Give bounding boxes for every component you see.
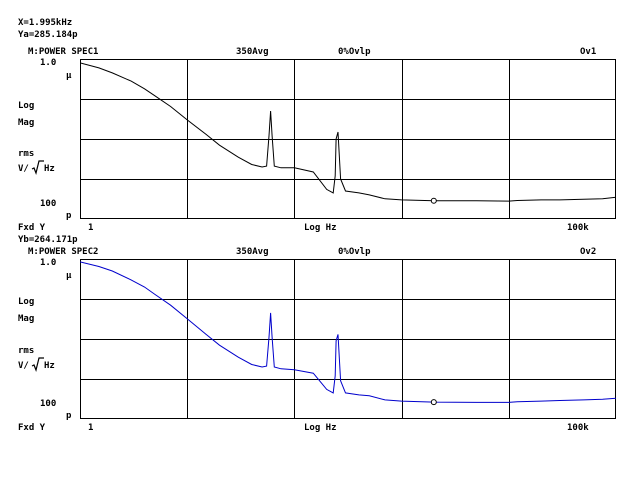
trace-2-overlap: 0%Ovlp bbox=[338, 247, 371, 257]
cursor-x-readout: X=1.995kHz bbox=[18, 18, 73, 28]
cursor-marker-1 bbox=[430, 197, 437, 204]
trace-1-x-end: 100k bbox=[567, 223, 589, 233]
cursor-yb-readout: Yb=264.171p bbox=[18, 235, 78, 245]
trace-2-overload: Ov2 bbox=[580, 247, 597, 257]
trace-1-unit-hz: Hz bbox=[44, 164, 55, 174]
trace-2-avg: 350Avg bbox=[236, 247, 269, 257]
trace-1-y-top-unit: μ bbox=[66, 71, 72, 81]
trace-2-y-top-unit: μ bbox=[66, 271, 72, 281]
trace-1-y-top: 1.0 bbox=[40, 58, 57, 68]
trace-2-log-label: Log bbox=[18, 297, 35, 307]
trace-2-unit-v: V/ bbox=[18, 361, 29, 371]
spectrum-trace-1 bbox=[80, 62, 616, 202]
trace-2-x-label: Log Hz bbox=[304, 423, 337, 433]
trace-2-mag-label: Mag bbox=[18, 314, 35, 324]
trace-1-rms-label: rms bbox=[18, 149, 35, 159]
trace-2-x-end: 100k bbox=[567, 423, 589, 433]
cursor-ya-readout: Ya=285.184p bbox=[18, 30, 78, 40]
trace-1-y-bottom: 100 bbox=[40, 199, 57, 209]
trace-1-x-start: 1 bbox=[88, 223, 94, 233]
trace-1-plot-area[interactable] bbox=[80, 59, 616, 219]
trace-2-y-bottom: 100 bbox=[40, 399, 57, 409]
trace-2-x-start: 1 bbox=[88, 423, 94, 433]
trace-2-chart bbox=[80, 259, 616, 419]
trace-2-y-top: 1.0 bbox=[40, 258, 57, 268]
trace-1-overload: Ov1 bbox=[580, 47, 597, 57]
trace-1-unit-v: V/ bbox=[18, 164, 29, 174]
sqrt-symbol-icon bbox=[31, 160, 44, 175]
trace-1-avg: 350Avg bbox=[236, 47, 269, 57]
cursor-marker-2 bbox=[430, 399, 437, 406]
trace-1-fxd-y: Fxd Y bbox=[18, 223, 46, 233]
trace-2-plot-area[interactable] bbox=[80, 259, 616, 419]
trace-1-y-bottom-unit: p bbox=[66, 211, 72, 221]
trace-1-mag-label: Mag bbox=[18, 118, 35, 128]
spectrum-trace-2 bbox=[80, 261, 616, 403]
trace-1-chart bbox=[80, 59, 616, 219]
trace-2-unit-hz: Hz bbox=[44, 361, 55, 371]
sqrt-symbol-icon bbox=[31, 357, 44, 372]
trace-2-name: M:POWER SPEC2 bbox=[28, 247, 99, 257]
trace-2-y-bottom-unit: p bbox=[66, 411, 72, 421]
trace-1-log-label: Log bbox=[18, 101, 35, 111]
trace-2-rms-label: rms bbox=[18, 346, 35, 356]
trace-1-overlap: 0%Ovlp bbox=[338, 47, 371, 57]
trace-1-name: M:POWER SPEC1 bbox=[28, 47, 99, 57]
trace-2-fxd-y: Fxd Y bbox=[18, 423, 46, 433]
trace-1-x-label: Log Hz bbox=[304, 223, 337, 233]
